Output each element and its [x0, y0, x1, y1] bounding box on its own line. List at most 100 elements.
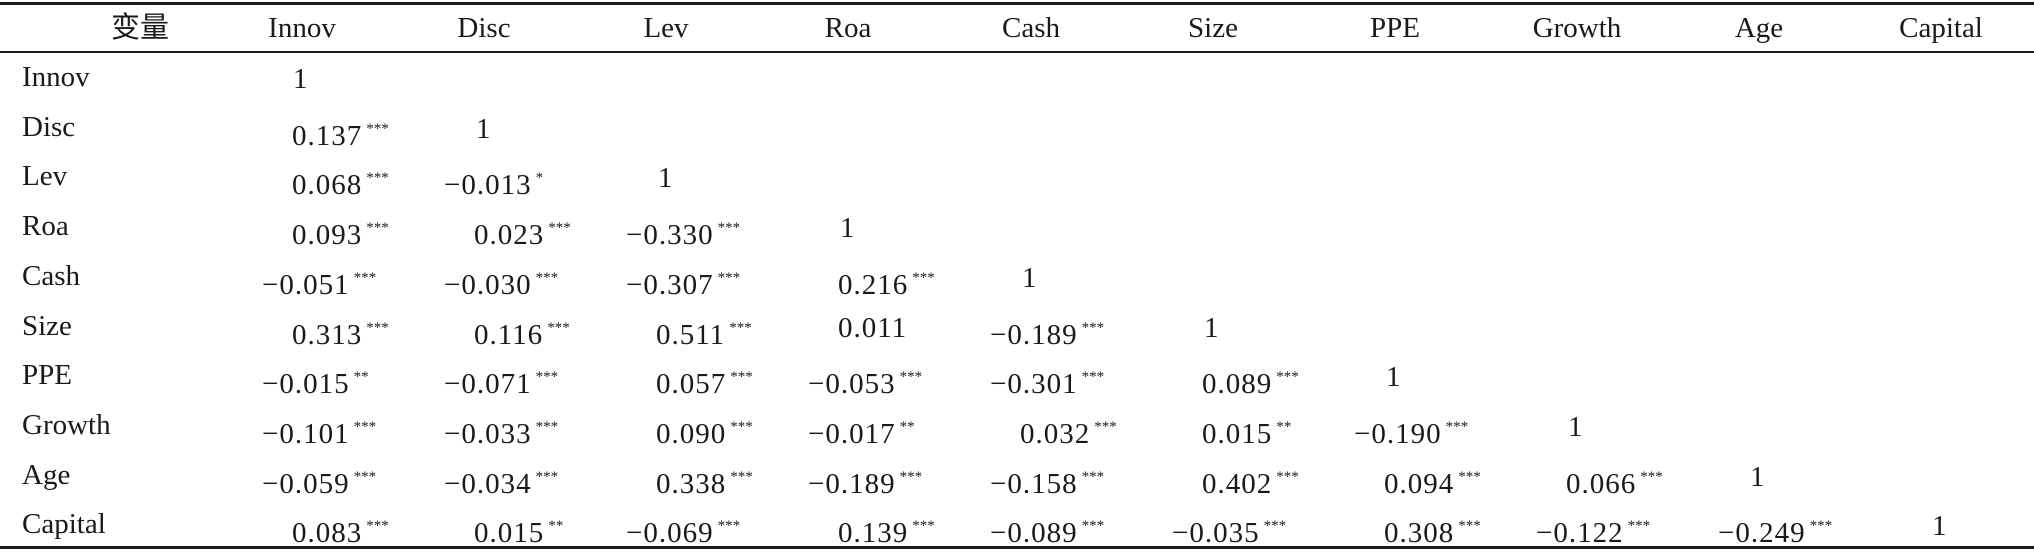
row-label: Capital	[22, 508, 106, 541]
cell-value: 1	[840, 212, 856, 245]
table-cell: 0.093 ***	[292, 202, 389, 252]
significance-stars: ***	[717, 518, 741, 535]
cell-value: 0.057	[656, 368, 727, 401]
significance-stars: ***	[535, 418, 559, 435]
table-cell: 1	[476, 103, 492, 153]
table-cell: 0.015 **	[474, 500, 563, 550]
table-cell: −0.330 ***	[626, 202, 740, 252]
significance-stars: ***	[730, 369, 753, 386]
significance-stars: ***	[548, 220, 571, 237]
cell-value: 0.216	[838, 268, 909, 301]
row-label: Disc	[22, 110, 76, 143]
significance-stars: ***	[535, 369, 559, 386]
significance-stars: ***	[899, 468, 923, 485]
cell-value: −0.089	[990, 517, 1078, 550]
table-row: Age −0.059 *** −0.034 *** 0.338 *** −0.189 *** −0…	[0, 451, 2034, 501]
column-header-age: Age	[1734, 12, 1784, 44]
cell-value: −0.033	[444, 417, 532, 450]
significance-stars: ***	[899, 369, 923, 386]
cell-value: 0.089	[1202, 368, 1273, 401]
table-cell: −0.034 ***	[444, 451, 558, 501]
table-cell: −0.051 ***	[262, 252, 376, 302]
significance-stars: ***	[547, 319, 570, 336]
cell-value: 1	[1750, 460, 1766, 493]
table-cell: −0.089 ***	[990, 500, 1104, 550]
table-cell: −0.307 ***	[626, 252, 740, 302]
table-cell: 1	[1022, 252, 1038, 302]
row-label: Growth	[22, 408, 111, 441]
table-cell: −0.017 **	[808, 401, 915, 451]
table-cell: 0.137 ***	[292, 103, 389, 153]
cell-value: 0.313	[292, 318, 363, 351]
cell-value: −0.051	[262, 268, 350, 301]
significance-stars: ***	[353, 418, 377, 435]
significance-stars: ***	[1276, 369, 1299, 386]
cell-value: −0.017	[808, 417, 896, 450]
cell-value: 1	[1932, 510, 1948, 543]
column-header-growth: Growth	[1532, 12, 1622, 44]
cell-value: −0.249	[1718, 517, 1806, 550]
row-label: Innov	[22, 61, 90, 93]
cell-value: −0.190	[1354, 417, 1442, 450]
cell-value: 0.116	[474, 318, 544, 351]
table-row: Lev 0.068 *** −0.013 * 1	[0, 152, 2034, 202]
cell-value: 0.511	[656, 318, 726, 351]
significance-stars: ***	[366, 220, 389, 237]
significance-stars: ***	[366, 170, 389, 187]
table-header: 变量 Innov Disc Lev Roa Cash Size PPE Growth Age Ca…	[0, 6, 2034, 50]
cell-value: 0.011	[838, 311, 908, 344]
row-label: Lev	[22, 160, 68, 193]
cell-value: 1	[476, 112, 492, 145]
row-label: Age	[22, 458, 71, 491]
table-cell: 1	[1568, 401, 1584, 451]
significance-stars: ***	[1809, 518, 1833, 535]
cell-value: 1	[1204, 311, 1220, 344]
table-cell: 0.032 ***	[1020, 401, 1117, 451]
column-header-lev: Lev	[643, 12, 689, 44]
table-cell: 0.015 **	[1202, 401, 1291, 451]
cell-value: −0.101	[262, 417, 350, 450]
cell-value: −0.015	[262, 368, 350, 401]
table-row: Capital 0.083 *** 0.015 ** −0.069 *** 0.139 *** −…	[0, 500, 2034, 550]
cell-value: −0.053	[808, 368, 896, 401]
row-label: Size	[22, 309, 72, 342]
significance-stars: *	[535, 170, 544, 187]
table-row: Growth −0.101 *** −0.033 *** 0.090 *** −0.017 **…	[0, 401, 2034, 451]
table-cell: −0.013 *	[444, 152, 543, 202]
table-cell: 1	[840, 202, 856, 252]
table-cell: 0.090 ***	[656, 401, 753, 451]
cell-value: 1	[1386, 361, 1402, 394]
significance-stars: ***	[912, 518, 935, 535]
cell-value: −0.307	[626, 268, 714, 301]
cell-value: 0.402	[1202, 467, 1273, 500]
table-cell: 0.511 ***	[656, 302, 752, 352]
table-cell: −0.122 ***	[1536, 500, 1650, 550]
cell-value: −0.030	[444, 268, 532, 301]
cell-value: 0.066	[1566, 467, 1637, 500]
table-cell: −0.189 ***	[990, 302, 1104, 352]
significance-stars: ***	[353, 269, 377, 286]
table-cell: −0.059 ***	[262, 451, 376, 501]
cell-value: −0.034	[444, 467, 532, 500]
significance-stars: **	[1276, 418, 1292, 435]
table-row: Size 0.313 *** 0.116 *** 0.511 *** 0.011 −0.189 *…	[0, 302, 2034, 352]
cell-value: 0.090	[656, 417, 727, 450]
significance-stars: ***	[1627, 518, 1651, 535]
significance-stars: ***	[535, 269, 559, 286]
significance-stars: ***	[1081, 468, 1105, 485]
table-row: Disc 0.137 *** 1	[0, 103, 2034, 153]
cell-value: −0.035	[1172, 517, 1260, 550]
significance-stars: ***	[1094, 418, 1117, 435]
significance-stars: ***	[366, 120, 389, 137]
significance-stars: **	[353, 369, 369, 386]
significance-stars: ***	[1081, 518, 1105, 535]
table-cell: −0.189 ***	[808, 451, 922, 501]
column-header-cash: Cash	[1002, 12, 1060, 44]
significance-stars: ***	[1458, 468, 1481, 485]
cell-value: 0.083	[292, 517, 363, 550]
table-cell: −0.101 ***	[262, 401, 376, 451]
significance-stars: ***	[1640, 468, 1663, 485]
column-header-ppe: PPE	[1370, 12, 1420, 44]
table-top-rule	[0, 2, 2034, 5]
